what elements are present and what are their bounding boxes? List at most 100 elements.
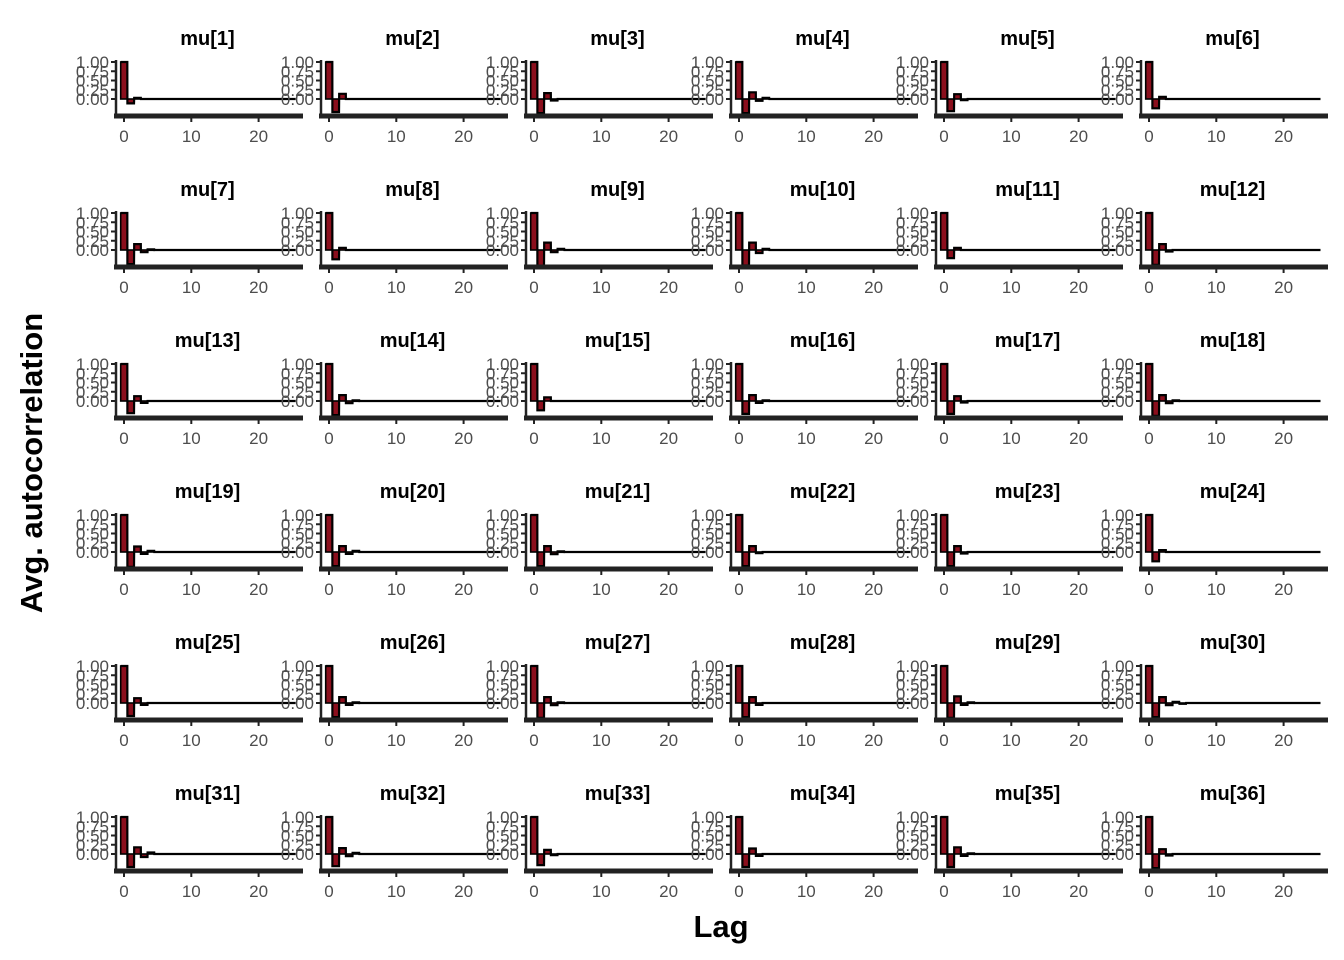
x-tick-label: 0 (119, 882, 128, 901)
x-tick-label: 10 (182, 127, 201, 146)
y-tick-label: 0.75 (76, 666, 109, 685)
y-tick-label: 0.75 (281, 666, 314, 685)
facet-panel: mu[35] 0.000.250.500.751.00 0 10 20 (896, 783, 1123, 901)
facet-panel: mu[31] 0.000.250.500.751.00 0 10 20 (76, 783, 303, 901)
y-tick-label: 0.00 (486, 241, 519, 260)
facet-panel: mu[18] 0.000.250.500.751.00 0 10 20 (1101, 330, 1328, 448)
y-tick-label: 0.00 (486, 543, 519, 562)
y-tick-label: 1.00 (281, 53, 314, 72)
panel-title: mu[9] (590, 179, 644, 201)
facet-panel: mu[13] 0.000.250.500.751.00 0 10 20 (76, 330, 303, 448)
y-tick-label: 0.00 (896, 241, 929, 260)
y-tick-label: 1.00 (691, 204, 724, 223)
x-tick-label: 20 (864, 580, 883, 599)
y-tick-label: 0.50 (896, 525, 929, 544)
panel-title: mu[25] (175, 632, 241, 654)
acf-step-line (530, 815, 706, 867)
y-tick-label: 1.00 (486, 657, 519, 676)
y-tick-label: 1.00 (691, 355, 724, 374)
y-tick-label: 1.00 (691, 53, 724, 72)
y-tick-label: 0.75 (76, 817, 109, 836)
panel-title: mu[3] (590, 28, 644, 50)
x-tick-label: 0 (939, 731, 948, 750)
y-tick-label: 0.50 (896, 223, 929, 242)
facet-panel: mu[17] 0.000.250.500.751.00 0 10 20 (896, 330, 1123, 448)
facet-panel: mu[9] 0.000.250.500.751.00 0 10 20 (486, 179, 713, 297)
y-tick-label: 0.25 (691, 81, 724, 100)
panel-title: mu[26] (380, 632, 446, 654)
y-tick-label: 0.25 (281, 81, 314, 100)
x-tick-label: 10 (797, 580, 816, 599)
panel-title: mu[29] (995, 632, 1061, 654)
y-tick-label: 0.75 (76, 213, 109, 232)
y-tick-label: 0.50 (281, 374, 314, 393)
facet-panel: mu[19] 0.000.250.500.751.00 0 10 20 (76, 481, 303, 599)
facet-panel: mu[1] 0.000.250.500.751.00 0 10 20 (76, 28, 303, 146)
y-tick-label: 1.00 (76, 204, 109, 223)
y-tick-label: 0.75 (76, 364, 109, 383)
x-tick-label: 10 (387, 278, 406, 297)
x-tick-label: 0 (734, 580, 743, 599)
panel-title: mu[21] (585, 481, 651, 503)
panel-title: mu[15] (585, 330, 651, 352)
y-tick-label: 0.75 (76, 62, 109, 81)
x-tick-label: 0 (1144, 278, 1153, 297)
y-tick-label: 0.25 (896, 836, 929, 855)
acf-step-line (940, 664, 1116, 719)
y-tick-label: 0.25 (76, 81, 109, 100)
y-tick-label: 1.00 (486, 808, 519, 827)
x-tick-label: 20 (249, 731, 268, 750)
y-tick-label: 0.00 (896, 694, 929, 713)
facet-panel: mu[7] 0.000.250.500.751.00 0 10 20 (76, 179, 303, 297)
x-tick-label: 20 (659, 580, 678, 599)
x-tick-label: 10 (182, 278, 201, 297)
y-tick-label: 1.00 (1101, 53, 1134, 72)
y-tick-label: 0.25 (1101, 836, 1134, 855)
x-tick-label: 0 (529, 882, 538, 901)
y-tick-label: 0.75 (281, 364, 314, 383)
y-tick-label: 0.50 (281, 827, 314, 846)
panel-title: mu[23] (995, 481, 1061, 503)
acf-step-line (940, 211, 1116, 260)
y-tick-label: 0.50 (76, 676, 109, 695)
y-tick-label: 0.00 (76, 392, 109, 411)
y-tick-label: 1.00 (1101, 355, 1134, 374)
y-tick-label: 0.50 (281, 525, 314, 544)
y-tick-label: 0.25 (896, 383, 929, 402)
y-tick-label: 0.25 (896, 81, 929, 100)
y-tick-label: 0.25 (76, 836, 109, 855)
acf-step-line (1145, 664, 1321, 719)
x-tick-label: 20 (659, 731, 678, 750)
panel-title: mu[7] (180, 179, 234, 201)
x-tick-label: 10 (1002, 731, 1021, 750)
y-tick-label: 1.00 (281, 657, 314, 676)
x-tick-label: 0 (119, 127, 128, 146)
y-tick-label: 0.50 (1101, 827, 1134, 846)
acf-step-line (120, 513, 296, 568)
panel-title: mu[31] (175, 783, 241, 805)
y-tick-label: 0.50 (1101, 525, 1134, 544)
acf-step-line (735, 664, 911, 719)
y-tick-label: 0.25 (281, 383, 314, 402)
y-tick-label: 0.00 (76, 694, 109, 713)
x-tick-label: 0 (324, 127, 333, 146)
panel-title: mu[35] (995, 783, 1061, 805)
panel-title: mu[8] (385, 179, 439, 201)
acf-step-line (530, 211, 706, 267)
y-tick-label: 1.00 (281, 808, 314, 827)
facet-panel: mu[2] 0.000.250.500.751.00 0 10 20 (281, 28, 508, 146)
y-tick-label: 0.50 (486, 72, 519, 91)
y-tick-label: 0.00 (76, 241, 109, 260)
y-tick-label: 0.75 (486, 817, 519, 836)
y-tick-label: 0.25 (486, 836, 519, 855)
acf-step-line (1145, 60, 1321, 110)
x-tick-label: 10 (182, 731, 201, 750)
panel-title: mu[32] (380, 783, 446, 805)
acf-step-line (530, 664, 706, 719)
panel-title: mu[19] (175, 481, 241, 503)
acf-step-line (530, 513, 706, 568)
panel-title: mu[13] (175, 330, 241, 352)
panel-title: mu[4] (795, 28, 849, 50)
facet-panel: mu[14] 0.000.250.500.751.00 0 10 20 (281, 330, 508, 448)
